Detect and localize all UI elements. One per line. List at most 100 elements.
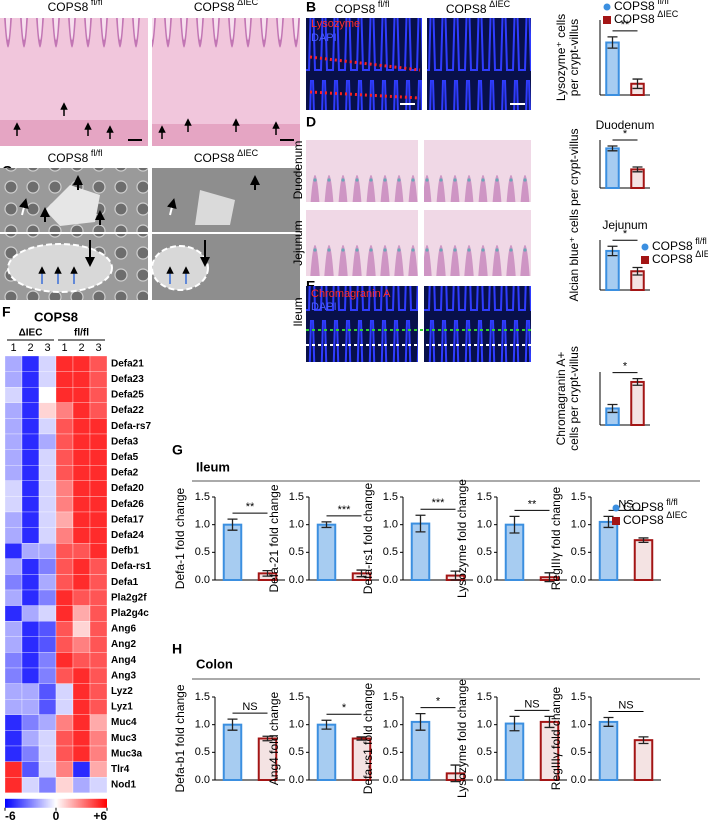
heatmap-cell: [38, 527, 57, 544]
heatmap-cell: [72, 745, 91, 762]
heatmap-cell: [89, 387, 108, 403]
row-label: Ang6: [111, 624, 136, 635]
image-label: COPS8 ΔIEC: [194, 0, 259, 14]
text-superscript: ΔIEC: [487, 0, 511, 9]
heatmap-cell: [21, 761, 40, 778]
error-bar: [544, 715, 555, 729]
heatmap-cell: [4, 433, 23, 450]
heatmap-cell: [38, 652, 57, 669]
row-label: Defa26: [111, 499, 144, 510]
lumen: [195, 190, 235, 225]
y-tick-label: 1.5: [477, 491, 492, 503]
column-label: 3: [44, 342, 50, 354]
bar: [605, 147, 620, 189]
heatmap-cell: [4, 558, 23, 575]
column-label: 2: [27, 342, 33, 354]
heatmap-cell: [55, 465, 74, 481]
y-tick-label: 1.0: [477, 519, 492, 531]
heatmap-cell: [38, 636, 57, 653]
heatmap-cell: [72, 465, 91, 481]
text-base: COPS8: [652, 252, 693, 266]
column-label: 1: [61, 342, 67, 354]
heatmap-cell: [55, 527, 74, 544]
heatmap-cell: [21, 511, 40, 528]
error-bar: [415, 712, 426, 731]
heatmap-cell: [4, 636, 23, 653]
text-base: COPS8: [623, 500, 664, 514]
y-tick-label: 1.5: [289, 691, 304, 703]
heatmap-cell: [38, 667, 57, 684]
bar: [605, 41, 620, 96]
y-tick-label: 0.5: [383, 746, 398, 758]
granule: [151, 245, 209, 291]
text-superscript: fl/fl: [88, 0, 102, 7]
error-bar: [544, 572, 555, 583]
y-tick-label: 1.0: [195, 719, 210, 731]
heatmap-cell: [89, 465, 108, 481]
row-label: Tlr4: [111, 764, 130, 775]
y-axis-label: Alcian blue⁺ cells per crypt-villus: [567, 128, 581, 301]
image-label: COPS8 fl/fl: [48, 0, 103, 14]
heatmap-cell: [89, 589, 108, 606]
row-label: Ang2: [111, 639, 136, 650]
y-axis-label: Defa-21 fold change: [267, 484, 281, 592]
y-axis-label: Defa-rs1 fold change: [361, 682, 375, 794]
heatmap-cell: [55, 511, 74, 528]
row-label: Muc3a: [111, 748, 143, 759]
heatmap-cell: [21, 683, 40, 700]
y-axis-label: RegIIIγ fold change: [549, 486, 563, 590]
error-bar: [607, 403, 618, 414]
muscle-layer: [152, 124, 300, 146]
lysozyme-signal: [309, 90, 421, 100]
heatmap-cell: [55, 355, 74, 372]
heatmap-cell: [72, 402, 91, 419]
muscle-layer: [0, 120, 148, 146]
text-superscript: fl/fl: [375, 0, 389, 9]
y-tick-label: 0.5: [195, 746, 210, 758]
text-base: COPS8: [194, 151, 235, 165]
bar: [630, 380, 645, 426]
legend-label: COPS8 ΔIEC: [652, 249, 708, 266]
error-bar: [632, 377, 643, 386]
heatmap-cell: [89, 730, 108, 747]
row-label: Defa-rs7: [111, 421, 151, 432]
bar: [504, 722, 525, 781]
heatmap-cell: [4, 465, 23, 481]
legend-marker: [612, 504, 620, 512]
significance-label: ***: [432, 497, 446, 509]
heatmap-cell: [55, 636, 74, 653]
bar: [633, 739, 654, 781]
panel-d-images: Duodenum Jejunum: [291, 140, 531, 276]
heatmap-cell: [89, 714, 108, 731]
significance-label: **: [246, 501, 255, 513]
y-tick-label: 1.0: [195, 519, 210, 531]
heatmap-cell: [55, 777, 74, 793]
error-bar: [632, 266, 643, 276]
bar: [605, 249, 620, 291]
y-axis-label: Chromagranin A+: [554, 352, 568, 446]
row-label: Lyz2: [111, 686, 133, 697]
arrows: [40, 175, 260, 267]
blue-arrows: [38, 266, 190, 284]
error-bar: [509, 515, 520, 534]
error-bar: [227, 518, 238, 531]
error-bar: [603, 716, 614, 727]
panel-c-images: COPS8 fl/fl COPS8 ΔIEC: [0, 148, 300, 300]
y-tick-label: 0.5: [571, 746, 586, 758]
heatmap-cell: [38, 496, 57, 513]
heatmap-cell: [89, 699, 108, 715]
heatmap-cell: [4, 355, 23, 372]
heatmap-cell: [72, 496, 91, 513]
row-label: Duodenum: [291, 141, 305, 200]
row-label: Ang4: [111, 655, 136, 666]
heatmap-cell: [4, 699, 23, 715]
legend-marker: [603, 3, 611, 11]
heatmap-cell: [72, 589, 91, 606]
micrograph: [424, 286, 531, 362]
legend-label: COPS8 ΔIEC: [623, 510, 688, 527]
group-label: ΔIEC: [19, 328, 43, 339]
error-bar: [603, 515, 614, 529]
heatmap-cell: [89, 667, 108, 684]
heatmap-cell: [4, 402, 23, 419]
